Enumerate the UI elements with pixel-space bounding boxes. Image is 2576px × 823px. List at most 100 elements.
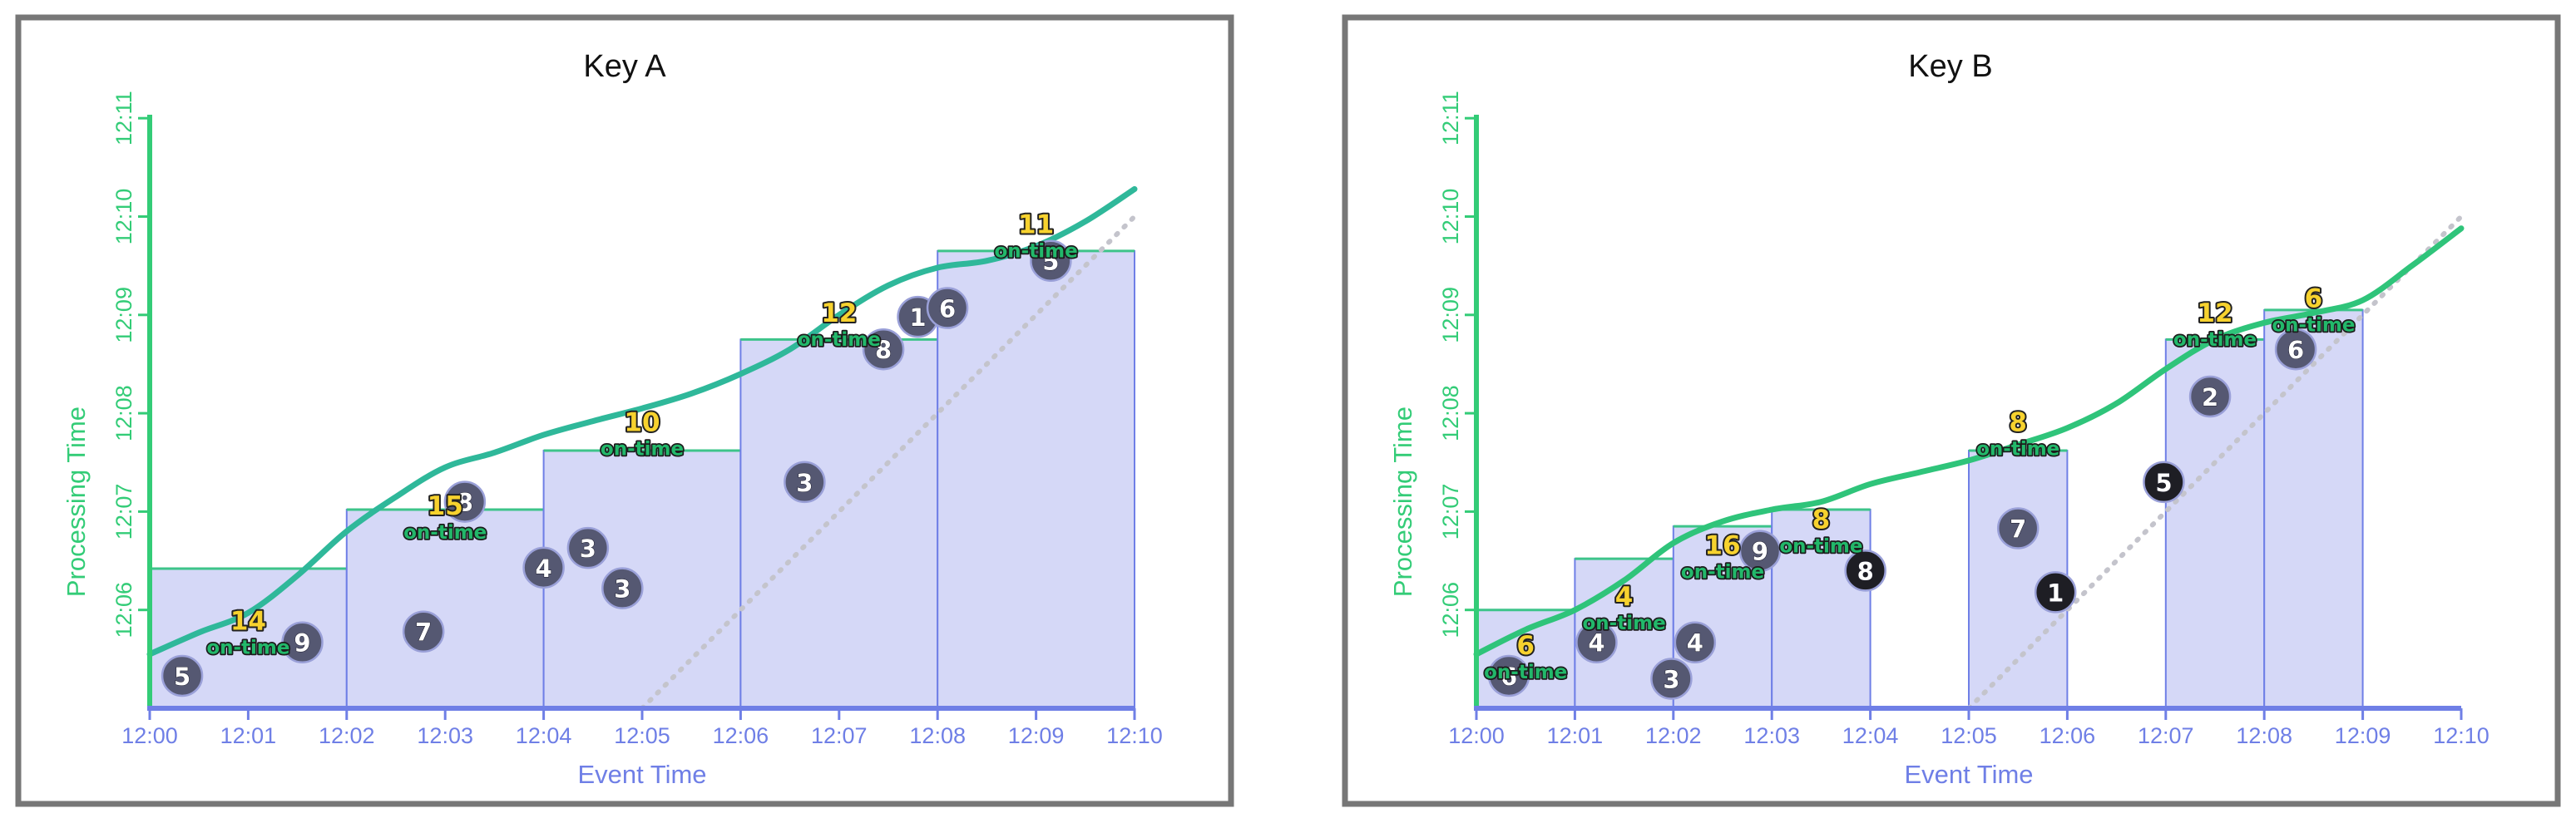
data-point-value: 7: [2010, 515, 2026, 544]
window-pane: [937, 249, 1135, 709]
y-tick-label: 12:08: [111, 385, 136, 441]
data-point-value: 6: [2287, 336, 2304, 364]
pane-sum-value: 6: [2305, 283, 2323, 313]
data-point: [601, 567, 644, 609]
pane-sum-value: 8: [1812, 505, 1831, 535]
x-tick-label: 12:06: [713, 723, 769, 748]
data-point: [566, 526, 610, 569]
data-point-value: 1: [909, 303, 926, 332]
pane-sum-value: 4: [1615, 582, 1634, 612]
data-point-value: 3: [1663, 666, 1679, 694]
pane-timing-label: on-time: [2272, 314, 2355, 336]
data-point: [1674, 621, 1717, 663]
x-tick-label: 12:04: [516, 723, 572, 748]
panel-key-a-title: Key A: [583, 49, 666, 84]
y-tick-label: 12:06: [1438, 582, 1463, 638]
data-point: [1996, 507, 2040, 549]
pane-timing-label: on-time: [2173, 329, 2257, 351]
data-point-value: 4: [1687, 629, 1703, 658]
pane-timing-label: on-time: [1779, 536, 1862, 558]
window-pane: [2263, 308, 2364, 709]
data-point: [1738, 530, 1782, 572]
data-point-value: 5: [1042, 248, 1059, 276]
pane-timing-label: on-time: [1583, 613, 1666, 634]
late-data-point: [1844, 549, 1886, 592]
pane-timing-label: on-time: [1976, 438, 2059, 460]
data-point-value: 3: [796, 469, 813, 497]
y-tick-label: 12:10: [1438, 189, 1463, 245]
data-point-value: 8: [1857, 557, 1874, 585]
pane-sum-value: 12: [821, 298, 857, 328]
data-point-value: 6: [1501, 663, 1517, 691]
x-tick-label: 12:10: [2433, 723, 2489, 748]
x-axis-title: Event Time: [577, 760, 706, 789]
pane-sum-value: 10: [624, 407, 660, 437]
data-point-value: 4: [1588, 629, 1604, 658]
ideal-watermark-line: [1966, 214, 2464, 711]
ideal-watermark-line: [640, 214, 1137, 711]
data-point: [926, 287, 969, 329]
pane-timing-label: on-time: [403, 522, 487, 544]
data-point-value: 2: [2202, 383, 2218, 412]
data-point-value: 1: [2047, 579, 2064, 607]
pane-timing-label: on-time: [798, 329, 881, 351]
data-point: [161, 654, 204, 697]
data-point-value: 3: [614, 575, 630, 604]
data-point-value: 4: [536, 554, 552, 583]
window-pane: [542, 450, 742, 710]
data-point-value: 9: [1752, 538, 1768, 566]
x-tick-label: 12:07: [2138, 723, 2194, 748]
x-tick-label: 12:00: [1448, 723, 1505, 748]
pane-sum-value: 14: [230, 606, 266, 636]
pane-sum-value: 12: [2197, 298, 2232, 328]
data-point: [402, 610, 445, 653]
x-tick-label: 12:03: [417, 723, 473, 748]
pane-timing-label: on-time: [1484, 662, 1567, 683]
x-tick-label: 12:06: [2040, 723, 2096, 748]
y-axis-title: Processing Time: [62, 407, 91, 597]
pane-sum-value: 15: [428, 491, 463, 521]
pane-timing-label: on-time: [206, 637, 289, 658]
data-point: [443, 480, 487, 523]
panel-key-b: Key B 643498715266on-time4on-time16on-ti…: [1342, 14, 2561, 807]
data-point: [1030, 239, 1072, 282]
pane-sum-value: 8: [2009, 407, 2027, 437]
x-tick-label: 12:09: [1008, 723, 1065, 748]
data-point-value: 7: [415, 618, 432, 647]
x-tick-label: 12:02: [1645, 723, 1702, 748]
x-tick-label: 12:04: [1842, 723, 1899, 748]
y-tick-label: 12:11: [111, 91, 136, 145]
x-tick-label: 12:01: [220, 723, 277, 748]
panel-key-b-plot: 643498715266on-time4on-time16on-time8on-…: [1388, 91, 2489, 789]
data-point-value: 6: [939, 295, 956, 323]
x-tick-label: 12:01: [1547, 723, 1604, 748]
data-point-value: 8: [875, 336, 892, 364]
x-tick-label: 12:02: [319, 723, 375, 748]
x-tick-label: 12:05: [614, 723, 670, 748]
watermark-curve: [1473, 225, 2465, 658]
pane-sum-value: 16: [1704, 530, 1740, 560]
data-point: [862, 328, 905, 371]
data-point: [1487, 654, 1530, 697]
x-tick-label: 12:00: [121, 723, 178, 748]
pane-timing-label: on-time: [1681, 561, 1764, 583]
x-tick-label: 12:09: [2335, 723, 2391, 748]
data-point: [1575, 621, 1618, 663]
data-point: [784, 461, 826, 504]
data-point-value: 5: [174, 663, 190, 691]
x-tick-label: 12:05: [1941, 723, 1997, 748]
x-axis-title: Event Time: [1904, 760, 2033, 789]
y-tick-label: 12:09: [1438, 287, 1463, 343]
y-tick-label: 12:08: [1438, 385, 1463, 441]
y-tick-label: 12:09: [111, 287, 136, 343]
pane-timing-label: on-time: [601, 438, 684, 460]
late-data-point: [2034, 571, 2077, 614]
data-point: [1650, 658, 1693, 700]
window-pane: [1476, 609, 1576, 710]
y-tick-label: 12:06: [111, 582, 136, 638]
pane-sum-value: 11: [1018, 210, 1054, 240]
panel-key-b-title: Key B: [1908, 49, 1992, 84]
